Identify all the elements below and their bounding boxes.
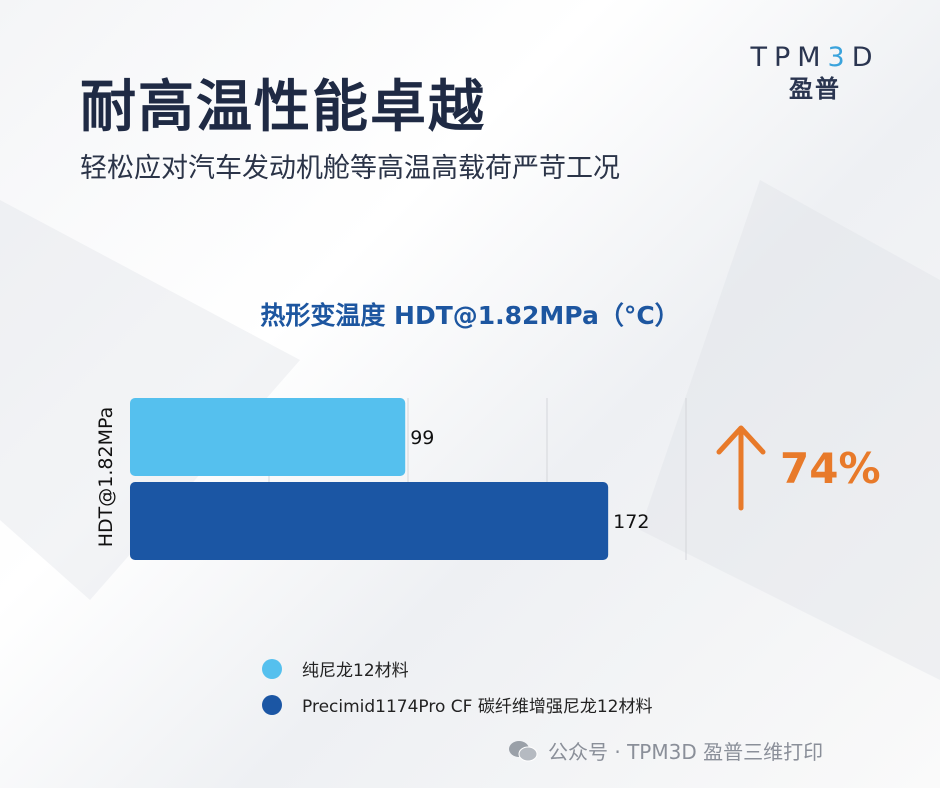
legend-item: 纯尼龙12材料 (262, 656, 409, 681)
page-subtitle: 轻松应对汽车发动机舱等高温高载荷严苛工况 (80, 153, 620, 184)
legend-swatch (262, 694, 282, 715)
logo-text-en: TPM3D (750, 42, 880, 73)
chart-title: 热形变温度 HDT@1.82MPa（°C） (260, 301, 680, 330)
data-label: 99 (410, 427, 434, 449)
legend-item: Precimid1174Pro CF 碳纤维增强尼龙12材料 (262, 692, 653, 717)
bar (130, 398, 406, 476)
legend-label: 纯尼龙12材料 (302, 661, 409, 681)
footer-text: 公众号 · TPM3D 盈普三维打印 (548, 740, 824, 764)
legend-swatch (262, 658, 282, 679)
data-label: 172 (613, 511, 649, 533)
y-axis-label: HDT@1.82MPa (95, 407, 117, 547)
arrow-up-icon-head (716, 425, 766, 455)
page-title: 耐高温性能卓越 (80, 75, 486, 140)
wechat-icon (509, 740, 538, 761)
logo-text-cn: 盈普 (789, 75, 841, 103)
footer: 公众号 · TPM3D 盈普三维打印 (508, 736, 823, 765)
increase-percentage: 74% (780, 444, 881, 493)
legend-label: Precimid1174Pro CF 碳纤维增强尼龙12材料 (302, 697, 653, 717)
bar (130, 482, 609, 560)
logo: TPM3D 盈普 (730, 42, 900, 104)
